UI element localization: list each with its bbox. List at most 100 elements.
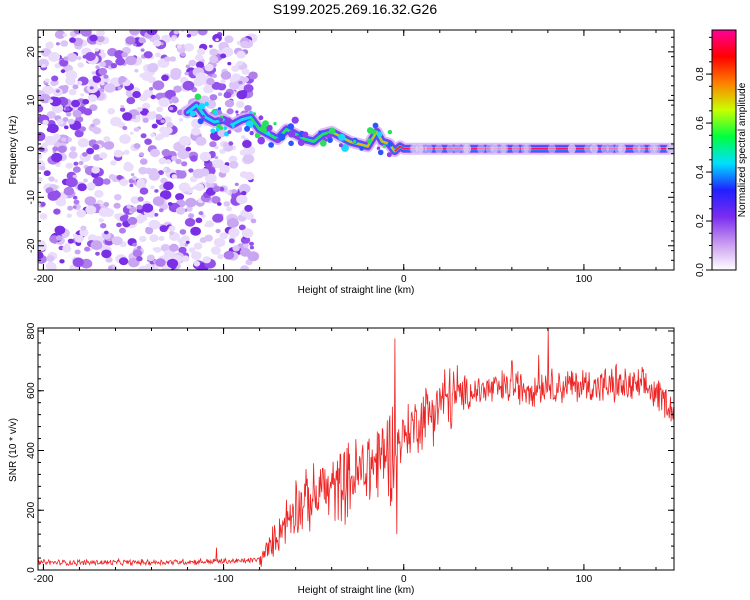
noise-blob: [195, 136, 207, 146]
noise-blob: [100, 223, 107, 229]
noise-blob: [163, 168, 167, 172]
noise-blob: [48, 87, 54, 92]
noise-blob: [96, 205, 101, 210]
track-blob: [198, 103, 206, 110]
noise-blob: [99, 152, 108, 160]
noise-blob: [61, 137, 67, 142]
noise-blob: [185, 64, 191, 69]
noise-blob: [139, 215, 148, 222]
noise-blob: [123, 149, 130, 155]
colorbar-tick-label: 0.6: [695, 116, 706, 130]
noise-blob: [137, 196, 144, 202]
y-tick-label: 400: [26, 442, 37, 459]
track-blob: [352, 139, 357, 144]
noise-blob: [129, 30, 141, 36]
noise-blob: [249, 241, 254, 246]
noise-blob: [62, 245, 72, 253]
noise-blob: [146, 111, 157, 120]
noise-blob: [87, 94, 98, 103]
noise-blob: [100, 49, 105, 53]
noise-blob: [156, 133, 165, 140]
noise-blob: [240, 40, 250, 49]
track-blob: [204, 101, 209, 107]
noise-blob: [89, 34, 98, 42]
noise-blob: [44, 78, 50, 83]
noise-blob: [113, 202, 121, 209]
noise-blob: [38, 104, 44, 113]
noise-blob: [48, 176, 55, 182]
noise-blob: [158, 157, 167, 165]
noise-blob: [160, 190, 172, 200]
noise-blob: [140, 158, 148, 165]
colorbar-tick-label: 0.4: [695, 165, 706, 179]
noise-blob: [161, 149, 171, 157]
noise-blob: [169, 230, 175, 236]
noise-blob: [163, 181, 174, 191]
noise-blob: [65, 177, 78, 188]
noise-blob: [140, 133, 147, 139]
noise-blob: [228, 238, 235, 244]
noise-blob: [121, 52, 128, 58]
noise-blob: [137, 245, 142, 250]
colorbar-tick-label: 0.0: [695, 263, 706, 277]
noise-blob: [119, 215, 128, 222]
snr-y-label: SNR (10 * v/v): [8, 418, 19, 482]
noise-blob: [67, 118, 75, 125]
noise-blob: [173, 30, 180, 35]
noise-blob: [168, 225, 176, 232]
noise-blob: [180, 52, 186, 57]
noise-blob: [241, 68, 250, 75]
noise-blob: [169, 243, 179, 252]
noise-blob: [242, 154, 255, 164]
track-blob: [249, 110, 253, 114]
carrier-halo: [600, 143, 609, 154]
noise-blob: [155, 258, 166, 267]
noise-blob: [54, 179, 59, 183]
noise-blob: [74, 249, 81, 255]
carrier-halo: [584, 143, 593, 154]
track-blob: [217, 107, 222, 111]
noise-blob: [79, 228, 89, 237]
noise-blob: [126, 204, 132, 209]
noise-blob: [51, 75, 59, 82]
noise-blob: [104, 83, 116, 93]
noise-blob: [39, 213, 48, 220]
noise-blob: [74, 234, 84, 243]
noise-blob: [38, 202, 41, 207]
noise-blob: [92, 144, 100, 150]
snr-x-label: Height of straight line (km): [298, 585, 415, 596]
noise-blob: [142, 102, 151, 110]
noise-blob: [240, 236, 250, 245]
noise-blob: [215, 228, 221, 234]
noise-blob: [223, 91, 232, 99]
noise-blob: [145, 227, 154, 235]
noise-blob: [132, 242, 138, 247]
noise-blob: [169, 56, 177, 62]
x-tick-label: -200: [33, 574, 53, 585]
noise-blob: [238, 224, 246, 231]
noise-blob: [116, 175, 123, 180]
track-blob: [273, 122, 277, 126]
noise-blob: [236, 194, 248, 205]
noise-blob: [212, 73, 217, 78]
noise-blob: [38, 241, 47, 252]
track-blob: [213, 110, 219, 115]
noise-blob: [186, 33, 192, 38]
noise-blob: [67, 205, 73, 211]
noise-blob: [103, 141, 115, 150]
y-tick-label: 600: [26, 382, 37, 399]
noise-blob: [178, 182, 191, 192]
noise-blob: [135, 114, 141, 120]
noise-blob: [120, 104, 124, 108]
noise-blob: [139, 235, 147, 242]
noise-blob: [94, 47, 100, 52]
noise-blob: [39, 165, 46, 171]
noise-blob: [228, 141, 234, 146]
noise-blob: [198, 211, 204, 216]
noise-blob: [80, 30, 92, 37]
x-tick-label: -200: [33, 274, 53, 285]
noise-blob: [114, 50, 125, 59]
track-blob: [211, 128, 215, 133]
noise-blob: [101, 231, 112, 240]
noise-blob: [57, 145, 67, 153]
